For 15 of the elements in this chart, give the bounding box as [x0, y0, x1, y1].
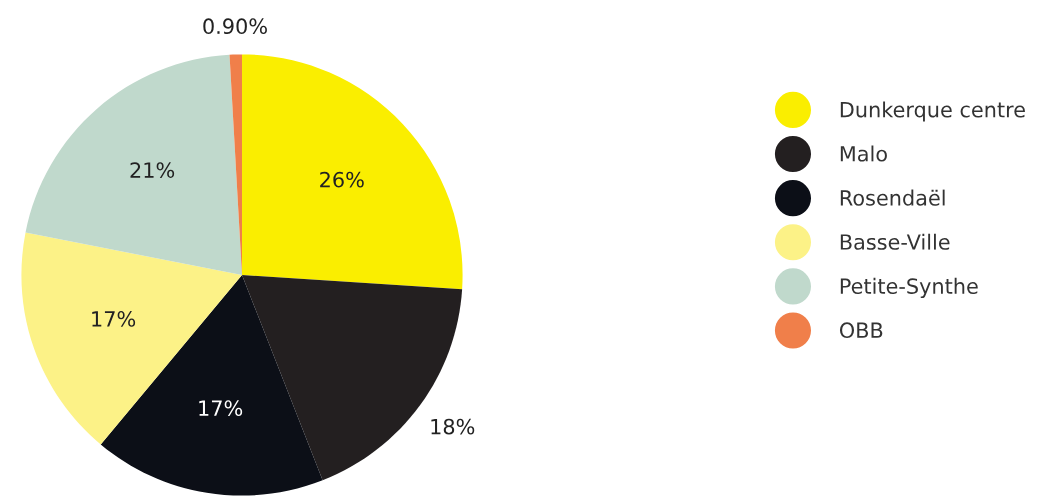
data-label: 17%: [92, 311, 136, 327]
legend-label: OBB: [839, 322, 883, 339]
data-label: 26%: [320, 171, 364, 188]
data-label: 21%: [130, 162, 175, 178]
legend-label: Malo: [840, 145, 887, 162]
data-label: 0.90%: [203, 18, 267, 35]
legend-label: Dunkerque centre: [840, 101, 1025, 122]
data-label: 17%: [199, 400, 243, 417]
pie-slice: [242, 54, 463, 290]
legend-label: Petite-Synthe: [840, 277, 978, 299]
legend-label: Rosendaël: [840, 189, 945, 206]
pie-slice: [21, 232, 242, 445]
legend-label: Basse-Ville: [840, 233, 950, 250]
pie-slice: [25, 54, 242, 275]
data-label: 18%: [431, 418, 475, 435]
